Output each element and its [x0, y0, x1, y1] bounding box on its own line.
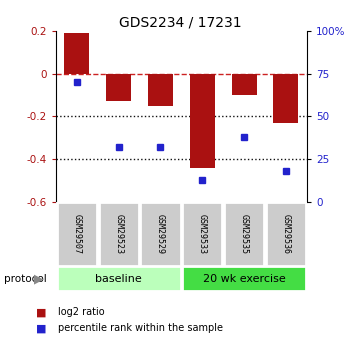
Bar [182, 266, 306, 291]
Bar [273, 74, 299, 123]
Bar [232, 74, 257, 95]
Bar [224, 202, 264, 266]
Bar [106, 74, 131, 101]
Text: GSM29533: GSM29533 [198, 214, 207, 254]
Text: GSM29535: GSM29535 [240, 214, 249, 254]
Text: ■: ■ [36, 307, 47, 317]
Text: ■: ■ [36, 324, 47, 333]
Text: ▶: ▶ [34, 272, 44, 285]
Text: GSM29507: GSM29507 [72, 214, 81, 254]
Text: 20 wk exercise: 20 wk exercise [203, 274, 286, 284]
Bar [148, 74, 173, 106]
Bar [190, 74, 215, 168]
Bar [140, 202, 180, 266]
Bar [57, 266, 180, 291]
Text: protocol: protocol [4, 274, 46, 284]
Text: GDS2234 / 17231: GDS2234 / 17231 [119, 16, 242, 30]
Text: GSM29529: GSM29529 [156, 214, 165, 254]
Text: GSM29523: GSM29523 [114, 214, 123, 254]
Bar [99, 202, 139, 266]
Text: percentile rank within the sample: percentile rank within the sample [58, 324, 223, 333]
Bar [64, 33, 90, 74]
Bar [182, 202, 222, 266]
Bar [266, 202, 306, 266]
Text: log2 ratio: log2 ratio [58, 307, 104, 317]
Text: GSM29536: GSM29536 [282, 214, 291, 254]
Text: baseline: baseline [95, 274, 142, 284]
Bar [57, 202, 97, 266]
